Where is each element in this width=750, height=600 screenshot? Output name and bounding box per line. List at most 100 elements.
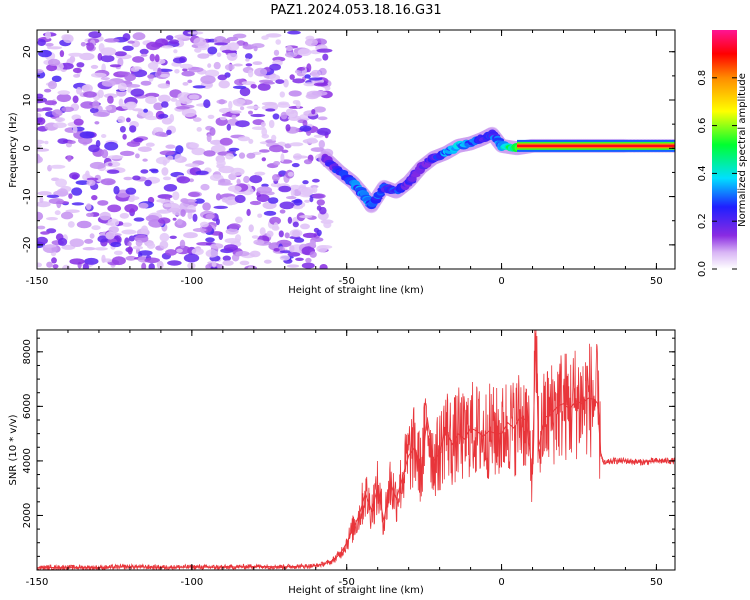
noise-blob [54, 117, 66, 122]
noise-blob [294, 237, 305, 243]
noise-blob [132, 108, 144, 112]
noise-blob [119, 150, 135, 156]
noise-blob [216, 99, 228, 105]
x-tick-label: -50 [339, 276, 355, 287]
noise-blob [163, 203, 174, 208]
noise-blob [144, 179, 152, 187]
noise-blob [287, 216, 293, 224]
noise-blob [56, 93, 72, 103]
noise-blob [146, 41, 161, 51]
noise-blob [48, 80, 57, 90]
noise-blob [180, 209, 186, 217]
noise-blob [307, 137, 318, 143]
noise-blob [107, 204, 122, 213]
noise-blob [68, 193, 73, 199]
y-tick-label: 8000 [22, 339, 33, 364]
noise-blob [191, 147, 206, 156]
noise-blob [288, 105, 304, 109]
noise-blob [189, 142, 200, 149]
noise-blob [259, 227, 266, 236]
x-tick-label: -150 [26, 577, 49, 588]
noise-blob [154, 131, 167, 137]
noise-blob [312, 193, 326, 199]
noise-blob [316, 199, 325, 206]
noise-blob [37, 139, 45, 145]
noise-blob [306, 63, 312, 73]
x-tick-label: -100 [181, 577, 204, 588]
noise-blob [72, 67, 82, 73]
noise-blob [85, 170, 90, 178]
noise-blob [38, 49, 52, 58]
noise-blob [188, 67, 204, 73]
noise-blob [37, 154, 41, 163]
noise-blob [135, 153, 140, 159]
noise-blob [191, 248, 204, 256]
noise-blob [243, 175, 250, 184]
noise-blob [147, 62, 159, 70]
noise-blob [165, 249, 177, 256]
x-tick-label: 0 [498, 577, 504, 588]
noise-blob [250, 113, 266, 118]
noise-blob [285, 196, 297, 200]
noise-blob [231, 114, 237, 120]
noise-blob [318, 140, 325, 149]
noise-blob [84, 238, 94, 244]
noise-blob [85, 203, 92, 211]
noise-blob [188, 192, 200, 197]
noise-blob [158, 209, 167, 214]
noise-blob [172, 191, 180, 201]
noise-blob [67, 221, 75, 228]
noise-blob [157, 217, 171, 224]
noise-blob [269, 63, 281, 71]
noise-blob [179, 239, 186, 249]
noise-blob [174, 69, 180, 74]
noise-blob [46, 261, 53, 268]
noise-blob [135, 239, 143, 247]
noise-blob [217, 182, 233, 186]
noise-blob [129, 125, 137, 133]
noise-blob [278, 185, 292, 193]
noise-blob [223, 244, 238, 252]
noise-blob [304, 199, 311, 203]
colorbar: 0.0 0.2 0.4 0.6 0.8 Normalized spectral ampl… [697, 30, 748, 277]
noise-blob [37, 211, 44, 221]
noise-blob [76, 87, 82, 95]
noise-blob [302, 120, 308, 127]
noise-blob [253, 239, 265, 245]
noise-blob [269, 74, 281, 81]
noise-blob [123, 176, 133, 181]
noise-blob [246, 208, 251, 217]
noise-blob [98, 43, 105, 52]
noise-blob [193, 37, 207, 47]
noise-blob [300, 223, 310, 230]
noise-blob [133, 137, 144, 143]
noise-blob [132, 32, 146, 41]
snr-panel: -150 -100 -50 0 50 2000 4000 6000 8000 Height o… [8, 329, 676, 596]
noise-blob [240, 106, 245, 111]
noise-blob [69, 172, 80, 180]
noise-blob [101, 63, 106, 72]
noise-blob [84, 257, 99, 265]
noise-blob [154, 54, 160, 63]
spectrogram-x-ticks: -150 -100 -50 0 50 [26, 30, 663, 287]
noise-blob [213, 61, 221, 70]
noise-blob [261, 134, 270, 139]
noise-blob [207, 63, 212, 68]
noise-blob [46, 217, 58, 221]
noise-blob [276, 102, 291, 108]
noise-blob [250, 43, 265, 49]
noise-blob [311, 109, 316, 115]
x-tick-label: 0 [498, 276, 504, 287]
noise-blob [205, 237, 215, 243]
noise-blob [302, 232, 317, 238]
noise-blob [206, 133, 212, 143]
noise-blob [101, 254, 106, 264]
noise-blob [289, 142, 304, 147]
noise-blob [289, 245, 295, 253]
noise-blob [69, 238, 85, 247]
noise-blob [311, 186, 318, 194]
noise-blob [110, 241, 122, 248]
noise-blob [317, 116, 328, 121]
noise-blob [297, 67, 306, 71]
noise-blob [83, 91, 97, 98]
